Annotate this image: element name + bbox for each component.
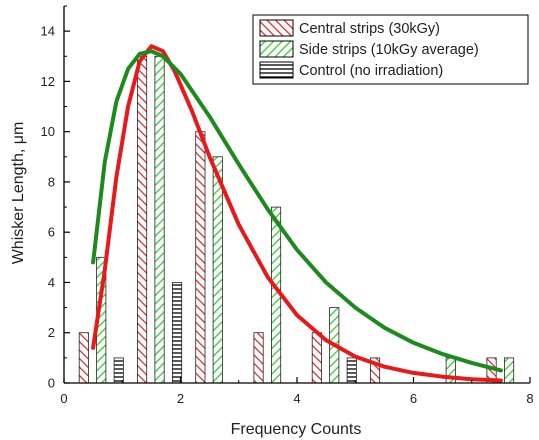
bar-series3-2 [171, 282, 183, 384]
y-tick-label-14: 14 [41, 24, 55, 39]
bar-series1-3 [195, 131, 206, 384]
y-tick-label-12: 12 [41, 74, 55, 89]
legend-box [252, 14, 529, 85]
bar-series3-1 [113, 357, 124, 384]
legend-label-1: Central strips (30kGy) [299, 21, 440, 37]
legend-swatch-1 [259, 19, 294, 37]
fit-curves-layer [91, 44, 503, 383]
bar-series1-4 [253, 332, 264, 384]
y-axis-label: Whisker Length, μm [10, 122, 27, 265]
legend-swatch-3 [259, 61, 294, 79]
bar-series1-5 [311, 332, 322, 384]
bar-series2-7 [503, 357, 515, 384]
y-tick-label-6: 6 [48, 225, 55, 240]
fit-curve-2 [91, 49, 503, 373]
bar-series3-3 [346, 357, 357, 384]
bar-series1-1 [78, 332, 89, 384]
x-tick-label-6: 6 [410, 391, 417, 406]
x-tick-label-8: 8 [526, 391, 533, 406]
y-tick-label-4: 4 [48, 275, 55, 290]
bar-series2-3 [212, 156, 223, 384]
bar-series1-2 [136, 55, 148, 384]
bars-layer [78, 55, 515, 384]
legend-label-2: Side strips (10kGy average) [299, 42, 479, 58]
y-tick-label-0: 0 [48, 376, 55, 391]
legend-label-3: Control (no irradiation) [299, 63, 443, 79]
axes: 0 2 4 6 8 0 2 4 6 8 10 12 14 [41, 5, 534, 406]
x-axis-label: Frequency Counts [231, 421, 362, 438]
bar-series2-2 [154, 55, 165, 384]
x-tick-label-2: 2 [177, 391, 184, 406]
legend: Central strips (30kGy) Side strips (10kGy… [252, 14, 529, 85]
x-tick-label-4: 4 [293, 391, 300, 406]
legend-swatch-2 [259, 40, 294, 58]
y-tick-label-2: 2 [48, 325, 55, 340]
fit-curve-1 [91, 44, 503, 383]
x-tick-label-0: 0 [60, 391, 67, 406]
y-tick-label-8: 8 [48, 174, 55, 189]
y-tick-label-10: 10 [41, 124, 55, 139]
